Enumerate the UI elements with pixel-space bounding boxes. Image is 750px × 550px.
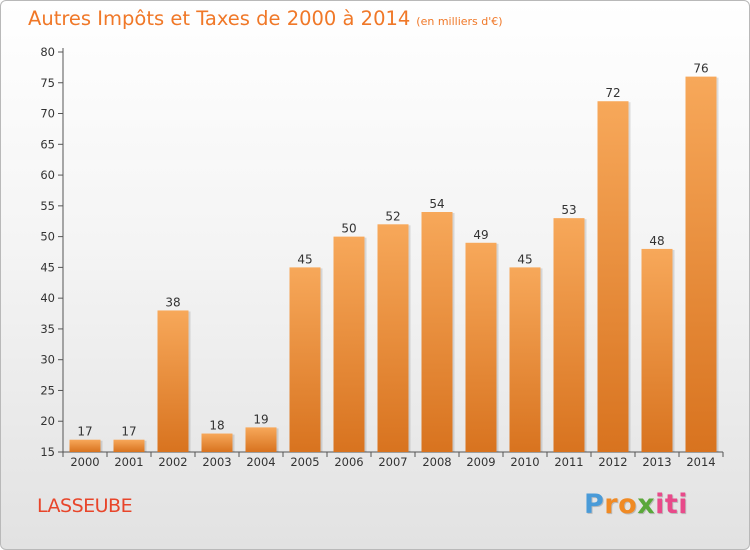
x-tick-label: 2010 (510, 455, 539, 469)
x-tick-label: 2004 (246, 455, 275, 469)
y-tick-label: 40 (40, 291, 55, 305)
chart-title: Autres Impôts et Taxes de 2000 à 2014 (en… (28, 7, 503, 30)
bar (69, 439, 101, 452)
proxiti-logo: Proxiti (584, 489, 688, 520)
bar-value-label: 45 (517, 252, 532, 266)
bar-value-label: 19 (253, 412, 268, 426)
bar (157, 310, 189, 452)
bar-value-label: 52 (385, 209, 400, 223)
x-tick-label: 2011 (554, 455, 583, 469)
bar (421, 212, 453, 452)
bar (641, 248, 673, 452)
chart-axes: 15 20 25 30 35 40 45 50 55 60 65 70 75 80 2000 2001 2002… (40, 45, 724, 469)
x-tick-label: 2012 (598, 455, 627, 469)
y-tick-label: 80 (40, 45, 55, 59)
bar (377, 224, 409, 452)
y-tick-label: 75 (40, 76, 55, 90)
bar-value-label: 45 (297, 252, 312, 266)
bar (553, 218, 585, 452)
logo-letter: r (604, 489, 619, 520)
bar (245, 427, 277, 452)
chart-title-text: Autres Impôts et Taxes de 2000 à 2014 (28, 7, 411, 30)
logo-letter: i (655, 489, 665, 520)
x-tick-label: 2006 (334, 455, 363, 469)
y-tick-label: 70 (40, 107, 55, 121)
bar-value-label: 17 (77, 425, 92, 439)
x-tick-label: 2000 (70, 455, 99, 469)
bar (289, 267, 321, 452)
bar (597, 101, 629, 452)
bar-value-label: 49 (473, 228, 488, 242)
commune-name: LASSEUBE (37, 495, 133, 517)
bar (333, 236, 365, 452)
logo-letter: t (664, 489, 679, 520)
bar-value-label: 53 (561, 203, 576, 217)
logo-letter: x (637, 489, 656, 520)
x-tick-label: 2014 (686, 455, 715, 469)
bar (685, 76, 717, 452)
y-tick-label: 35 (40, 322, 55, 336)
y-tick-label: 20 (40, 414, 55, 428)
bar-value-label: 54 (429, 197, 444, 211)
logo-letter: i (678, 489, 689, 520)
chart-bars: 17 17 38 18 19 45 50 52 54 49 45 53 72 48 76 (69, 62, 719, 452)
y-tick-label: 65 (40, 137, 55, 151)
bar-value-label: 17 (121, 425, 136, 439)
bar (465, 242, 497, 452)
bar (201, 433, 233, 452)
logo-letter: P (584, 489, 605, 520)
bar-value-label: 76 (693, 62, 708, 76)
y-tick-label: 60 (40, 168, 55, 182)
x-tick-label: 2001 (114, 455, 143, 469)
x-tick-label: 2008 (422, 455, 451, 469)
y-tick-label: 25 (40, 383, 55, 397)
y-tick-label: 45 (40, 260, 55, 274)
y-tick-label: 30 (40, 353, 55, 367)
y-tick-label: 15 (40, 445, 55, 459)
x-tick-label: 2013 (642, 455, 671, 469)
x-tick-label: 2007 (378, 455, 407, 469)
bar-value-label: 50 (341, 222, 356, 236)
bar-value-label: 48 (649, 234, 664, 248)
bar-value-label: 72 (605, 86, 620, 100)
bar-value-label: 18 (209, 419, 224, 433)
bar (509, 267, 541, 452)
y-tick-label: 55 (40, 199, 55, 213)
x-tick-label: 2002 (158, 455, 187, 469)
x-tick-label: 2005 (290, 455, 319, 469)
chart-unit-note: (en milliers d'€) (416, 15, 503, 28)
logo-letter: o (618, 489, 638, 520)
x-tick-label: 2003 (202, 455, 231, 469)
bar-value-label: 38 (165, 295, 180, 309)
bar (113, 439, 145, 452)
x-tick-label: 2009 (466, 455, 495, 469)
y-tick-label: 50 (40, 230, 55, 244)
